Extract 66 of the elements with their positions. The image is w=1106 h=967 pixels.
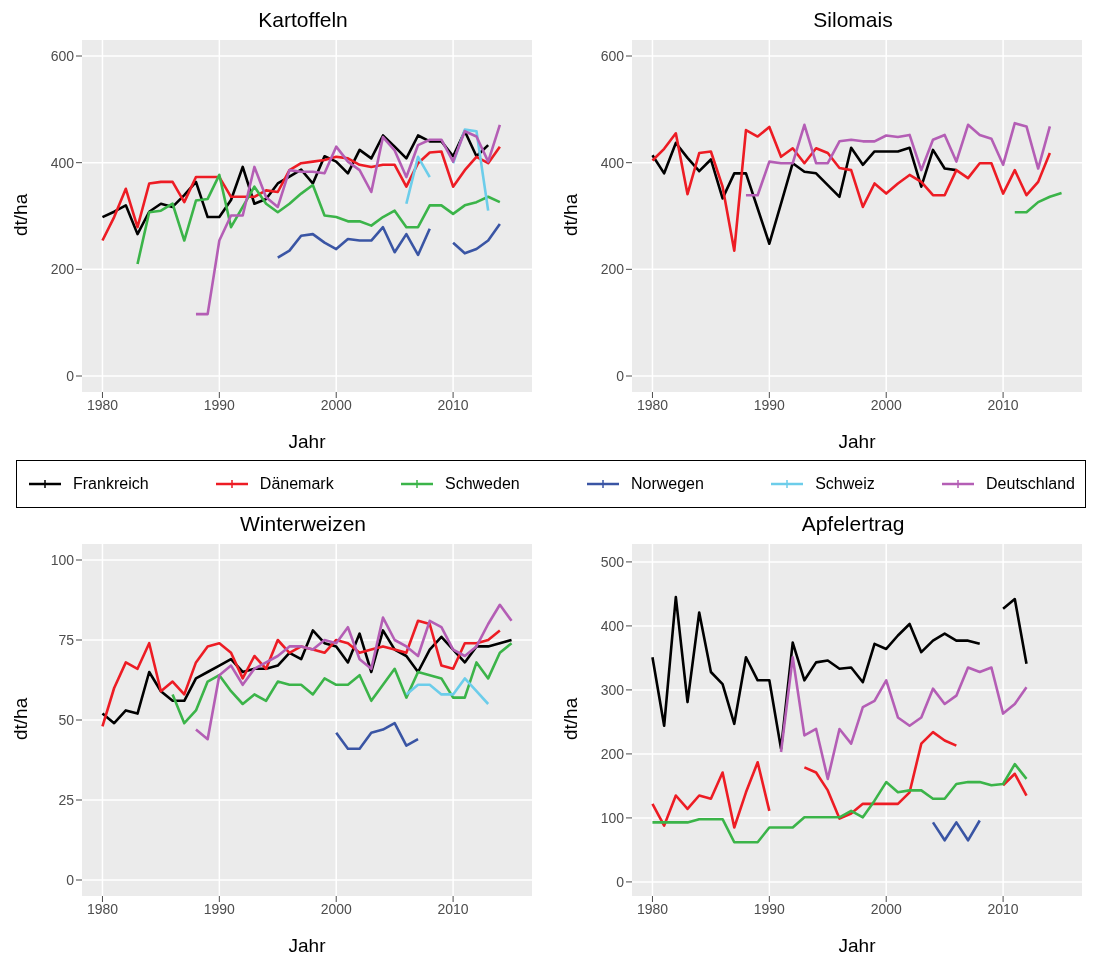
x-tick-label: 2000: [870, 900, 902, 917]
line-series: [405, 677, 490, 706]
x-tick-label: 2010: [987, 900, 1019, 917]
y-axis-title: dt/ha: [559, 697, 581, 740]
line-series: [1013, 191, 1063, 214]
x-axis-title: Jahr: [838, 431, 877, 452]
line-series: [171, 641, 513, 725]
y-tick-label: 0: [616, 873, 625, 890]
y-tick-label: 400: [600, 154, 625, 171]
y-tick-label: 600: [600, 47, 625, 64]
line-series: [651, 762, 1028, 844]
line-series: [651, 125, 1052, 252]
x-axis-title: Jahr: [288, 935, 327, 956]
x-tick-label: 1990: [203, 900, 236, 917]
line-series: [779, 655, 1028, 781]
y-tick-label: 500: [600, 553, 625, 570]
y-tick-label: 50: [58, 711, 75, 728]
y-axis-title: dt/ha: [9, 193, 31, 236]
chart-title: Silomais: [812, 8, 894, 33]
y-tick-label: 0: [66, 367, 75, 384]
legend-label: Schweiz: [815, 475, 875, 493]
y-tick-label: 100: [600, 809, 625, 826]
x-tick-label: 1980: [636, 396, 669, 413]
legend-label: Deutschland: [986, 475, 1075, 493]
y-tick-label: 200: [600, 261, 625, 278]
chart-title: Winterweizen: [238, 512, 367, 537]
line-series: [194, 603, 513, 741]
y-tick-label: 200: [600, 745, 625, 762]
line-series: [194, 123, 502, 316]
chart-title: Apfelertrag: [800, 512, 906, 537]
line-series: [334, 721, 420, 751]
y-tick-label: 400: [600, 617, 625, 634]
x-tick-label: 1990: [203, 396, 236, 413]
line-series: [651, 141, 958, 246]
x-axis-title: Jahr: [838, 935, 877, 956]
x-tick-label: 2000: [870, 396, 902, 413]
y-tick-label: 100: [50, 551, 75, 568]
x-tick-label: 1980: [86, 396, 119, 413]
x-tick-label: 1990: [753, 396, 786, 413]
legend-label: Frankreich: [73, 475, 149, 493]
legend-label: Schweden: [444, 475, 520, 493]
x-tick-label: 1980: [636, 900, 669, 917]
legend-label: Dänemark: [259, 475, 334, 493]
line-series: [744, 121, 1052, 197]
y-axis-title: dt/ha: [559, 193, 581, 236]
legend-label: Norwegen: [630, 475, 704, 493]
x-tick-label: 2010: [987, 396, 1019, 413]
y-tick-label: 0: [66, 871, 75, 888]
x-tick-label: 2000: [320, 900, 352, 917]
y-tick-label: 25: [58, 791, 75, 808]
line-series: [136, 173, 502, 266]
y-tick-label: 400: [50, 154, 75, 171]
x-tick-label: 2000: [320, 396, 352, 413]
chart-title: Kartoffeln: [257, 8, 349, 33]
x-axis-title: Jahr: [288, 431, 327, 452]
x-tick-label: 1980: [86, 900, 119, 917]
y-tick-label: 75: [58, 631, 75, 648]
y-tick-label: 300: [600, 681, 625, 698]
y-tick-label: 600: [50, 47, 75, 64]
x-tick-label: 1990: [753, 900, 786, 917]
y-axis-title: dt/ha: [9, 697, 31, 740]
y-tick-label: 0: [616, 367, 625, 384]
x-tick-label: 2010: [437, 396, 469, 413]
x-tick-label: 2010: [437, 900, 469, 917]
y-tick-label: 200: [50, 261, 75, 278]
line-series: [101, 145, 502, 242]
